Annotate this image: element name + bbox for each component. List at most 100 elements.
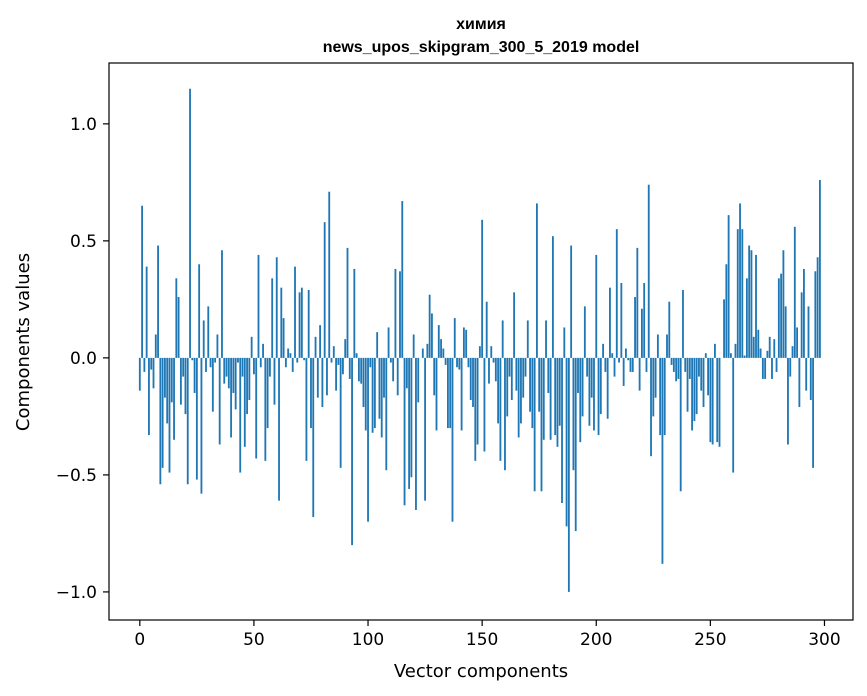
bar [412, 334, 415, 358]
bar [588, 357, 591, 426]
bar [202, 320, 205, 358]
bar [278, 357, 280, 501]
bar [289, 353, 292, 358]
bar [504, 357, 506, 471]
bar [351, 357, 353, 546]
bar [399, 271, 401, 358]
bar [410, 357, 413, 478]
bar [526, 320, 529, 358]
bar [666, 334, 668, 358]
bar [609, 287, 611, 358]
bar [376, 332, 379, 358]
bar [328, 191, 331, 358]
bar [549, 357, 552, 440]
bar [650, 357, 652, 457]
bar [458, 357, 461, 370]
bar [816, 257, 819, 358]
bar [442, 348, 445, 358]
bar [627, 357, 630, 361]
bar [529, 357, 531, 412]
bar [490, 346, 493, 358]
bar [661, 357, 664, 564]
bar [563, 327, 566, 358]
bar [182, 357, 185, 377]
bar [367, 357, 369, 522]
bar [510, 357, 513, 401]
bar [159, 357, 162, 485]
bar [663, 357, 666, 436]
bar [275, 257, 278, 358]
bar [284, 357, 287, 368]
bar [793, 226, 796, 358]
bar [768, 336, 771, 358]
bar [593, 357, 595, 431]
bar [643, 282, 646, 358]
x-tick-label: 0 [134, 630, 145, 650]
bar [314, 336, 317, 358]
bar [294, 266, 296, 358]
bar [531, 357, 534, 429]
bar [337, 357, 340, 365]
bar [193, 357, 196, 393]
bar [221, 250, 223, 358]
bar [433, 357, 436, 396]
bar [369, 357, 372, 368]
bar [426, 343, 429, 358]
bar [750, 250, 753, 358]
bar [679, 357, 682, 492]
bar [787, 357, 789, 445]
bar [428, 294, 431, 358]
bar [485, 301, 488, 358]
chart-title: химия [456, 16, 506, 33]
bar [255, 357, 258, 459]
bar [807, 306, 810, 358]
bar [700, 357, 703, 391]
bar [556, 357, 559, 447]
bar [474, 357, 477, 461]
bar [392, 357, 395, 382]
bar [214, 357, 217, 363]
bar [339, 357, 342, 468]
bar [618, 357, 620, 363]
bar [711, 357, 714, 445]
bar [175, 278, 178, 358]
bar [745, 278, 748, 358]
bar [451, 357, 454, 522]
bar [668, 301, 671, 358]
bar [524, 357, 527, 377]
bar [638, 357, 641, 391]
bar [814, 271, 817, 358]
bar [344, 339, 347, 358]
bar [771, 357, 773, 379]
bar [161, 357, 164, 468]
bar [342, 357, 344, 375]
bar [307, 290, 310, 358]
bar [508, 357, 511, 377]
bar [629, 357, 632, 372]
bar [300, 287, 303, 358]
bar [435, 357, 438, 431]
bar [538, 357, 541, 412]
bar [170, 357, 173, 403]
bar [656, 334, 659, 358]
bar [326, 357, 328, 396]
bar [152, 357, 155, 389]
x-tick-label: 200 [580, 630, 612, 650]
bar [709, 357, 712, 443]
bar [684, 357, 687, 372]
bar [725, 264, 728, 358]
bar [145, 266, 148, 358]
bar [572, 357, 575, 471]
bar [513, 292, 516, 358]
bar [385, 357, 388, 471]
bar [330, 357, 333, 363]
bar [723, 299, 725, 358]
bar [567, 357, 570, 592]
bar [551, 236, 554, 358]
bar [606, 357, 609, 419]
bar [652, 357, 655, 417]
bar [545, 320, 547, 358]
bar [200, 357, 203, 494]
bar [166, 357, 169, 424]
y-axis-label: Components values [13, 253, 34, 431]
